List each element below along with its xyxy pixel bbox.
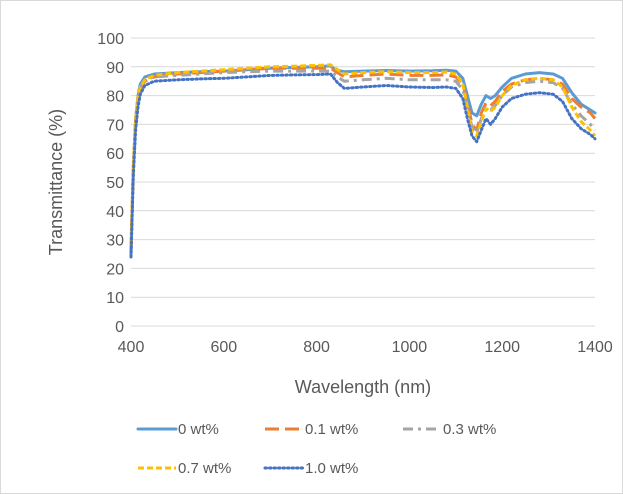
y-tick-label-80: 80 bbox=[106, 89, 124, 106]
x-tick-label-800: 800 bbox=[303, 339, 330, 356]
y-tick-label-70: 70 bbox=[106, 117, 124, 134]
y-tick-label-0: 0 bbox=[115, 319, 124, 336]
series-line-1 bbox=[129, 66, 597, 252]
y-tick-label-40: 40 bbox=[106, 204, 124, 221]
series-line-2 bbox=[129, 69, 597, 249]
x-tick-labels: 400 600 800 1000 1200 1400 bbox=[118, 339, 613, 356]
legend-label-1: 0.1 wt% bbox=[305, 421, 358, 438]
x-tick-label-600: 600 bbox=[210, 339, 237, 356]
series-lines bbox=[129, 63, 597, 259]
series-line-3 bbox=[129, 63, 597, 246]
y-tick-label-10: 10 bbox=[106, 290, 124, 307]
x-tick-label-1400: 1400 bbox=[577, 339, 613, 356]
legend-label-3: 0.7 wt% bbox=[178, 460, 231, 477]
grid-lines bbox=[131, 37, 595, 298]
y-tick-label-60: 60 bbox=[106, 146, 124, 163]
legend-label-2: 0.3 wt% bbox=[443, 421, 496, 438]
y-tick-labels: 0 10 20 30 40 50 60 70 80 90 100 bbox=[97, 31, 124, 336]
y-axis-title: Transmittance (%) bbox=[46, 109, 66, 255]
y-tick-label-20: 20 bbox=[106, 261, 124, 278]
legend-label-0: 0 wt% bbox=[178, 421, 219, 438]
y-tick-label-30: 30 bbox=[106, 233, 124, 250]
legend: 0 wt% 0.1 wt% 0.3 wt% 0.7 wt% 1.0 wt% bbox=[136, 421, 496, 477]
x-tick-label-1000: 1000 bbox=[392, 339, 428, 356]
x-tick-label-1200: 1200 bbox=[484, 339, 520, 356]
y-tick-label-90: 90 bbox=[106, 60, 124, 77]
legend-label-4: 1.0 wt% bbox=[305, 460, 358, 477]
y-tick-label-50: 50 bbox=[106, 175, 124, 192]
y-tick-label-100: 100 bbox=[97, 31, 124, 48]
x-axis-title: Wavelength (nm) bbox=[295, 377, 431, 397]
series-line-4 bbox=[129, 72, 597, 259]
x-tick-label-400: 400 bbox=[118, 339, 145, 356]
